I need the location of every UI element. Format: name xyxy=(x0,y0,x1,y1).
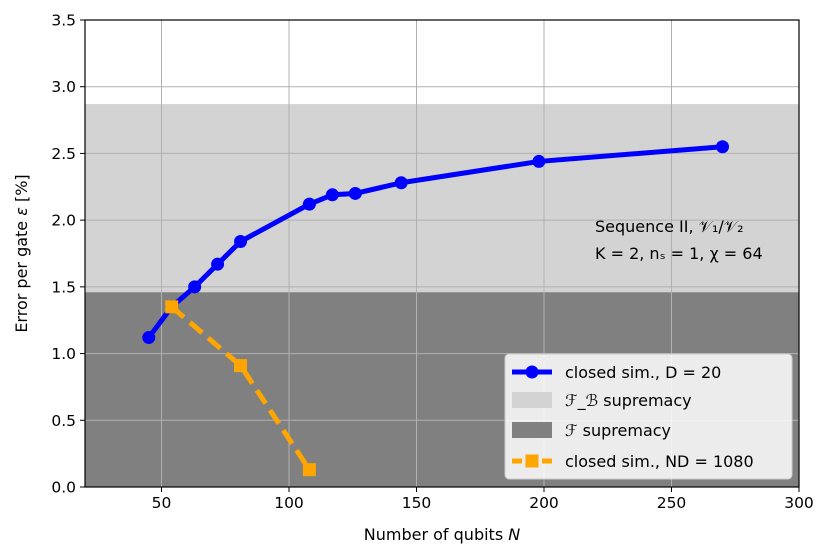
x-tick-label: 100 xyxy=(274,494,304,512)
series-1-point xyxy=(302,197,316,211)
annotation: Sequence II, 𝒱₁/𝒱₂ K = 2, nₛ = 1, χ = 64 xyxy=(595,217,763,263)
data-series xyxy=(142,140,729,477)
annotation-line-2: K = 2, nₛ = 1, χ = 64 xyxy=(595,244,763,263)
y-tick-label: 1.0 xyxy=(51,345,76,363)
y-tick-label: 3.0 xyxy=(51,78,76,96)
x-axis-label: Number of qubits N xyxy=(364,525,520,544)
series-1-point xyxy=(325,188,339,202)
series-1-point xyxy=(142,331,156,345)
y-axis-ticks: 0.0 0.5 1.0 1.5 2.0 2.5 3.0 3.5 xyxy=(51,12,85,497)
y-tick-label: 2.0 xyxy=(51,212,76,230)
series-2-point xyxy=(302,463,316,477)
legend-box xyxy=(504,353,793,480)
region-fb-supremacy xyxy=(85,104,799,293)
y-tick-label: 0.5 xyxy=(51,412,76,430)
legend: closed sim., D = 20 ℱ_ℬ supremacy ℱ suprem… xyxy=(504,353,793,480)
y-tick-label: 3.5 xyxy=(51,12,76,30)
series-2-point xyxy=(165,300,179,314)
x-tick-label: 300 xyxy=(784,494,814,512)
y-tick-label: 2.5 xyxy=(51,145,76,163)
legend-label: ℱ supremacy xyxy=(565,421,671,440)
legend-patch xyxy=(512,392,552,408)
legend-label: closed sim., ND = 1080 xyxy=(565,452,754,471)
legend-label: closed sim., D = 20 xyxy=(565,363,721,382)
series-line-2 xyxy=(170,304,312,472)
series-1-point xyxy=(188,280,202,294)
legend-patch xyxy=(512,422,552,438)
series-2-point xyxy=(234,359,248,373)
legend-marker-circle xyxy=(525,365,539,379)
series-1-point xyxy=(234,234,248,248)
x-tick-label: 250 xyxy=(657,494,687,512)
y-axis-label: Error per gate ε [%] xyxy=(12,174,31,332)
x-tick-label: 200 xyxy=(529,494,559,512)
series-1-point xyxy=(348,186,362,200)
x-tick-label: 150 xyxy=(402,494,432,512)
series-1-point xyxy=(532,154,546,168)
x-axis-ticks: 50 100 150 200 250 300 xyxy=(152,487,814,512)
series-1-point xyxy=(394,176,408,190)
plot-frame xyxy=(84,19,800,488)
y-tick-label: 0.0 xyxy=(51,479,76,497)
y-tick-label: 1.5 xyxy=(51,278,76,296)
legend-label: ℱ_ℬ supremacy xyxy=(565,391,692,411)
series-1-point xyxy=(716,140,729,154)
series-1-point xyxy=(211,257,225,271)
legend-marker-square xyxy=(525,454,539,468)
annotation-line-1: Sequence II, 𝒱₁/𝒱₂ xyxy=(595,217,744,236)
x-tick-label: 50 xyxy=(152,494,172,512)
